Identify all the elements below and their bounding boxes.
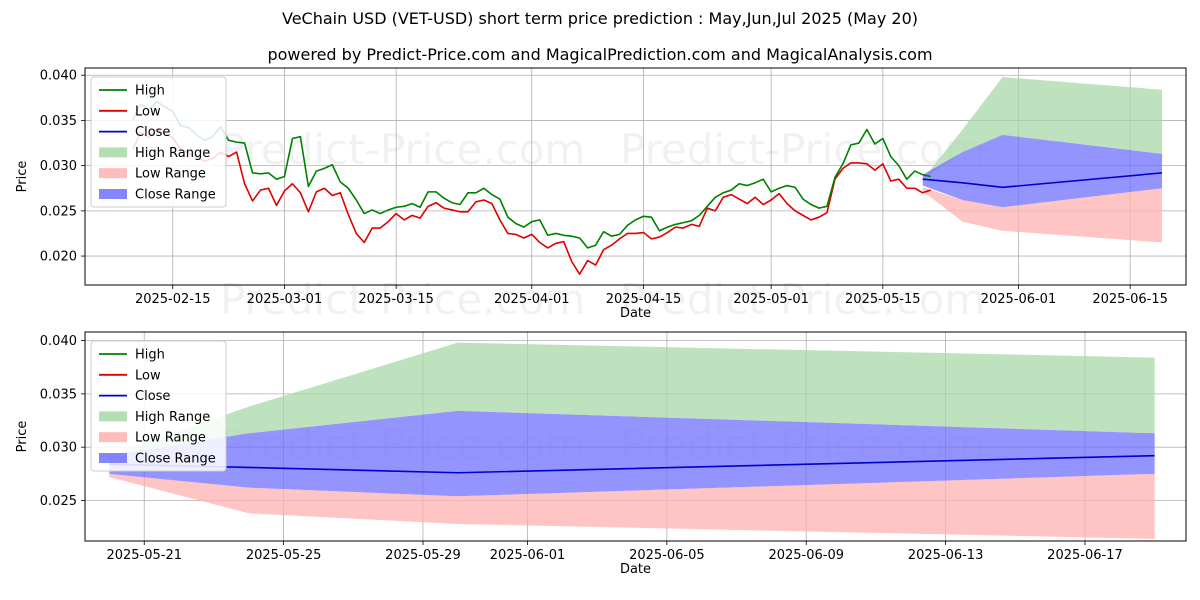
x-tick-label: 2025-02-15 [135, 292, 211, 307]
y-tick-label: 0.035 [40, 387, 77, 402]
watermark-text: Predict-Price.com [220, 275, 586, 324]
x-tick-label: 2025-05-29 [385, 548, 461, 563]
high-series-line [132, 100, 931, 249]
y-tick-label: 0.030 [40, 441, 77, 456]
x-tick-label: 2025-06-01 [490, 548, 566, 563]
watermark-text: Predict-Price.com [620, 275, 986, 324]
y-tick-label: 0.040 [40, 334, 77, 349]
legend-label: Low Range [135, 167, 206, 182]
legend-label: Close [135, 125, 170, 140]
y-tick-label: 0.025 [40, 204, 77, 219]
legend-label: High [135, 84, 165, 99]
x-tick-label: 2025-05-25 [246, 548, 322, 563]
x-tick-label: 2025-05-21 [106, 548, 182, 563]
legend-label: Low Range [135, 431, 206, 446]
axes-frame [84, 67, 1187, 286]
legend-label: High Range [135, 146, 210, 161]
y-tick-label: 0.025 [40, 494, 77, 509]
legend-swatch [99, 189, 127, 199]
close-range-band [922, 134, 1163, 208]
legend-label: Low [135, 368, 161, 383]
low-series-line [132, 128, 931, 275]
chart-panel-2: 2025-05-21 2025-05-25 2025-05-29 2025-06-01… [15, 331, 1187, 577]
x-tick-label: 2025-06-01 [981, 292, 1057, 307]
x-axis-label: Date [620, 306, 651, 321]
legend-label: Close Range [135, 188, 216, 203]
legend-label: Close [135, 389, 170, 404]
legend-label: High Range [135, 410, 210, 425]
y-tick-label: 0.040 [40, 69, 77, 84]
x-tick-label: 2025-03-15 [358, 292, 434, 307]
x-tick-label: 2025-04-15 [606, 292, 682, 307]
x-tick-label: 2025-06-05 [629, 548, 705, 563]
legend-swatch [99, 411, 127, 422]
close-series-line [922, 172, 1163, 189]
y-tick-label: 0.035 [40, 114, 77, 129]
legend-label: High [135, 348, 165, 363]
x-tick-label: 2025-05-01 [733, 292, 809, 307]
chart-panel-1: 2025-02-15 2025-03-01 2025-03-15 2025-04-01… [15, 67, 1187, 321]
legend-swatch [99, 147, 127, 158]
y-axis-label: Price [15, 161, 30, 193]
legend-swatch [99, 432, 127, 443]
legend-label: Close Range [135, 452, 216, 467]
low-range-band [922, 187, 1163, 243]
legend-label: Low [135, 104, 161, 119]
x-axis-label: Date [620, 562, 651, 577]
close-range-band [109, 410, 1155, 497]
x-tick-label: 2025-06-15 [1092, 292, 1168, 307]
y-tick-label: 0.030 [40, 159, 77, 174]
x-tick-label: 2025-06-17 [1047, 548, 1123, 563]
chart-subtitle: powered by Predict-Price.com and Magical… [267, 45, 933, 64]
y-tick-label: 0.020 [40, 250, 77, 265]
x-tick-label: 2025-03-01 [247, 292, 323, 307]
low-range-band [109, 473, 1155, 539]
x-tick-label: 2025-06-13 [908, 548, 984, 563]
high-range-band [922, 77, 1163, 180]
y-axis-label: Price [15, 421, 30, 453]
chart-title: VeChain USD (VET-USD) short term price p… [282, 9, 918, 28]
legend-swatch [99, 453, 127, 463]
axes-frame [84, 331, 1187, 542]
x-tick-label: 2025-04-01 [494, 292, 570, 307]
x-tick-label: 2025-06-09 [768, 548, 844, 563]
high-range-band [109, 342, 1155, 456]
x-tick-label: 2025-05-15 [845, 292, 921, 307]
legend-swatch [99, 168, 127, 179]
